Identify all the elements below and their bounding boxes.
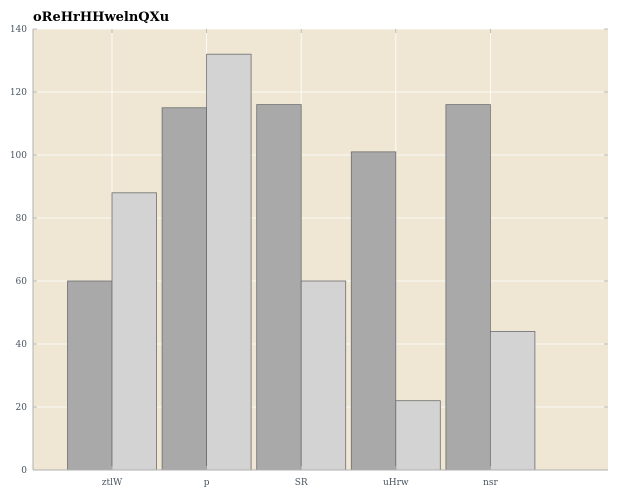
y-tick-label: 100 — [10, 151, 27, 161]
bar-series-2-SR — [300, 280, 347, 471]
x-tick-label: p — [204, 478, 210, 488]
y-tick-label: 60 — [16, 277, 28, 287]
bar-series-1-nsr — [445, 104, 491, 471]
bar-series-1-ztlW — [67, 280, 113, 471]
y-tick-label: 0 — [21, 466, 27, 476]
x-tick-label: uHrw — [383, 478, 409, 488]
bar-series-2-p — [206, 53, 252, 471]
y-tick-label: 20 — [16, 403, 28, 413]
bars — [67, 53, 536, 471]
y-tick-label: 120 — [10, 88, 27, 98]
bar-series-1-SR — [256, 104, 302, 471]
bar-series-2-uHrw — [395, 400, 441, 471]
axes — [32, 28, 608, 471]
y-tick-label: 40 — [16, 340, 28, 350]
bar-series-1-uHrw — [350, 151, 397, 471]
chart-title: oReHrHHwelnQXu — [33, 10, 169, 25]
x-tick-label: SR — [295, 478, 308, 488]
bar-series-2-ztlW — [111, 192, 157, 471]
bar-series-1-p — [161, 107, 208, 471]
bar-series-2-nsr — [489, 330, 536, 471]
y-tick-label: 140 — [10, 25, 27, 35]
y-tick-label: 80 — [16, 214, 28, 224]
x-tick-label: nsr — [483, 478, 498, 488]
x-tick-label: ztlW — [102, 478, 123, 488]
tick-labels: 0 20 40 60 80 100 120 140 ztlW p SR uHrw nsr — [10, 25, 499, 488]
